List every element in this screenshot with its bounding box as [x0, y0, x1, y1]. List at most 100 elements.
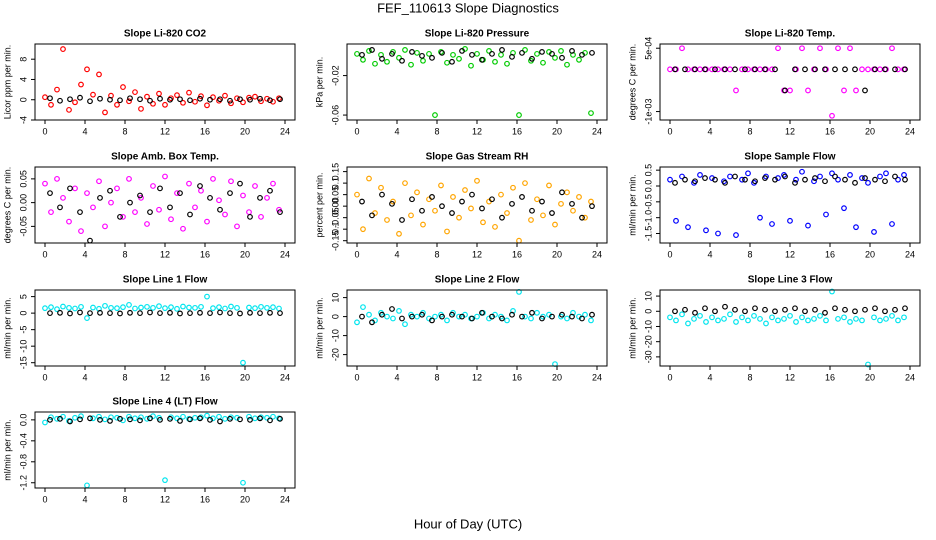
data-point [210, 415, 216, 422]
data-point [67, 185, 73, 192]
panel: Slope Amb. Box Temp. degrees C per min. 0 4… [2, 152, 296, 259]
data-point [186, 304, 192, 311]
data-point [267, 187, 273, 194]
data-point [57, 204, 63, 211]
data-point [703, 319, 709, 325]
data-point [399, 217, 405, 223]
data-point [90, 204, 96, 211]
data-point [449, 311, 455, 318]
data-point [66, 106, 72, 113]
data-point [672, 66, 678, 73]
data-point [479, 309, 485, 316]
data-point [752, 178, 758, 185]
data-point [366, 311, 372, 318]
data-point [264, 194, 270, 201]
data-point [739, 314, 745, 321]
data-point [138, 414, 144, 421]
panel-title: Slope Line 2 Flow [435, 275, 520, 286]
x-tick-label: 4 [707, 372, 712, 382]
data-point [709, 314, 715, 321]
data-point [588, 110, 594, 116]
data-point [366, 175, 372, 182]
data-point [132, 415, 138, 422]
data-point [438, 48, 444, 55]
data-point [132, 209, 138, 216]
data-point [468, 205, 474, 212]
data-point [177, 418, 183, 424]
data-point [579, 214, 585, 221]
data-point [187, 310, 193, 317]
x-tick-label: 12 [160, 249, 170, 259]
data-point [157, 185, 163, 192]
x-tick-label: 0 [42, 126, 47, 136]
data-point [162, 101, 168, 108]
x-tick-label: 4 [707, 249, 712, 259]
y-tick-label: -1.5 [643, 226, 653, 242]
data-point [682, 176, 688, 183]
data-point [240, 99, 246, 106]
data-point [252, 415, 258, 422]
data-point [186, 180, 192, 187]
data-point [227, 97, 233, 104]
plot-frame [346, 43, 608, 121]
data-point [492, 223, 498, 230]
data-point [829, 170, 835, 177]
data-point [54, 86, 60, 93]
data-point [389, 306, 395, 312]
data-point [702, 66, 708, 73]
data-point [359, 198, 365, 205]
data-point [180, 225, 186, 232]
data-point [97, 194, 103, 201]
data-point [579, 51, 585, 58]
x-tick-label: 16 [512, 249, 522, 259]
data-point [775, 45, 781, 52]
data-point [859, 317, 865, 324]
data-point [739, 176, 745, 183]
y-tick-label: -0.1 [330, 221, 340, 237]
data-point [192, 98, 198, 105]
y-tick-label: -1.0 [643, 210, 653, 226]
data-point [715, 230, 721, 237]
x-tick-label: 4 [394, 126, 399, 136]
data-point [558, 200, 564, 207]
data-point [369, 212, 375, 219]
data-point [811, 315, 817, 322]
data-point [186, 89, 192, 96]
data-point [237, 180, 243, 187]
data-point [692, 309, 698, 316]
panel: Slope Line 2 Flow ml/min per min. 0 4 8 12 16 2… [314, 275, 608, 382]
data-point [667, 176, 673, 183]
data-point [847, 172, 853, 178]
data-point [147, 97, 153, 104]
data-point [217, 96, 223, 103]
data-point [96, 71, 102, 78]
x-tick-label: 12 [785, 126, 795, 136]
x-tick-label: 24 [905, 372, 915, 382]
y-axis-label: ml/min per min. [314, 297, 324, 359]
data-point [60, 194, 66, 201]
data-point [504, 210, 510, 216]
x-tick-label: 0 [667, 249, 672, 259]
data-point [712, 176, 718, 183]
data-point [237, 96, 243, 103]
data-point [177, 190, 183, 197]
data-point [522, 313, 528, 320]
data-point [77, 94, 83, 101]
data-point [727, 311, 733, 318]
x-tick-label: 16 [512, 126, 522, 136]
data-point [569, 200, 575, 207]
data-point [832, 173, 838, 180]
data-point [534, 50, 540, 57]
data-point [167, 309, 173, 316]
data-point [877, 66, 883, 73]
data-point [679, 45, 685, 52]
x-tick-label: 12 [785, 249, 795, 259]
data-point [877, 317, 883, 324]
data-point [667, 314, 673, 321]
data-point [782, 306, 788, 313]
data-point [539, 48, 545, 55]
data-point [802, 176, 808, 183]
data-point [469, 315, 475, 322]
data-point [449, 210, 455, 216]
